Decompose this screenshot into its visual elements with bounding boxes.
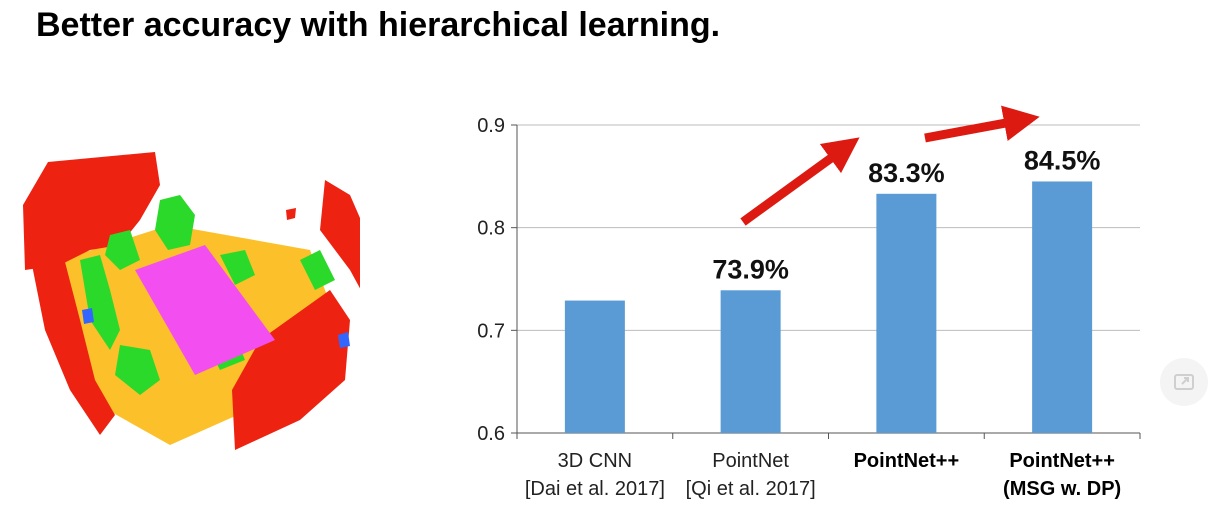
object-green-6: [300, 250, 335, 290]
y-tick-labels: 0.6 0.7 0.8 0.9: [477, 115, 505, 445]
object-red-small: [286, 208, 296, 220]
trend-arrows: [740, 105, 1040, 226]
bars: [564, 181, 1093, 433]
bar-2: [876, 193, 937, 433]
bar-3: [1032, 181, 1093, 433]
expand-icon: [1174, 374, 1194, 390]
bar-0: [564, 300, 625, 433]
object-blue: [82, 308, 94, 324]
wall-red-right: [320, 180, 360, 289]
category-label-1-0: PointNet: [712, 450, 789, 472]
ytick-label-3: 0.9: [477, 115, 505, 137]
data-label-2: 83.3%: [868, 158, 945, 188]
category-label-0-0: 3D CNN: [558, 450, 632, 472]
category-label-2-0: PointNet++: [854, 450, 960, 472]
object-green-1: [155, 195, 195, 250]
bed-magenta: [135, 245, 275, 375]
category-label-3-0: PointNet++: [1009, 450, 1115, 472]
wall-red-back: [23, 152, 160, 270]
slab-red-front: [232, 290, 350, 450]
ytick-label-1: 0.7: [477, 320, 505, 342]
trend-arrow-1: [740, 137, 860, 226]
point-cloud-illustration: [23, 152, 360, 450]
x-category-labels: 3D CNN [Dai et al. 2017] PointNet [Qi et al…: [525, 450, 1121, 500]
object-blue-2: [338, 332, 350, 348]
category-label-0-1: [Dai et al. 2017]: [525, 478, 665, 500]
ytick-label-0: 0.6: [477, 423, 505, 445]
wall-red-left: [30, 255, 115, 435]
slide-title: Better accuracy with hierarchical learni…: [36, 6, 721, 44]
data-label-3: 84.5%: [1024, 145, 1101, 175]
object-green-2: [105, 230, 140, 270]
category-label-1-1: [Qi et al. 2017]: [686, 478, 816, 500]
object-green-5: [220, 250, 255, 285]
corner-overlay-button[interactable]: [1160, 358, 1208, 406]
category-label-3-1: (MSG w. DP): [1003, 478, 1121, 500]
data-labels: 73.9% 83.3% 84.5%: [712, 145, 1100, 284]
data-label-1: 73.9%: [712, 254, 789, 284]
object-green-3: [80, 255, 120, 350]
trend-arrow-2: [924, 105, 1040, 143]
ytick-label-2: 0.8: [477, 218, 505, 240]
bar-1: [720, 290, 781, 433]
object-green-4: [115, 345, 160, 395]
